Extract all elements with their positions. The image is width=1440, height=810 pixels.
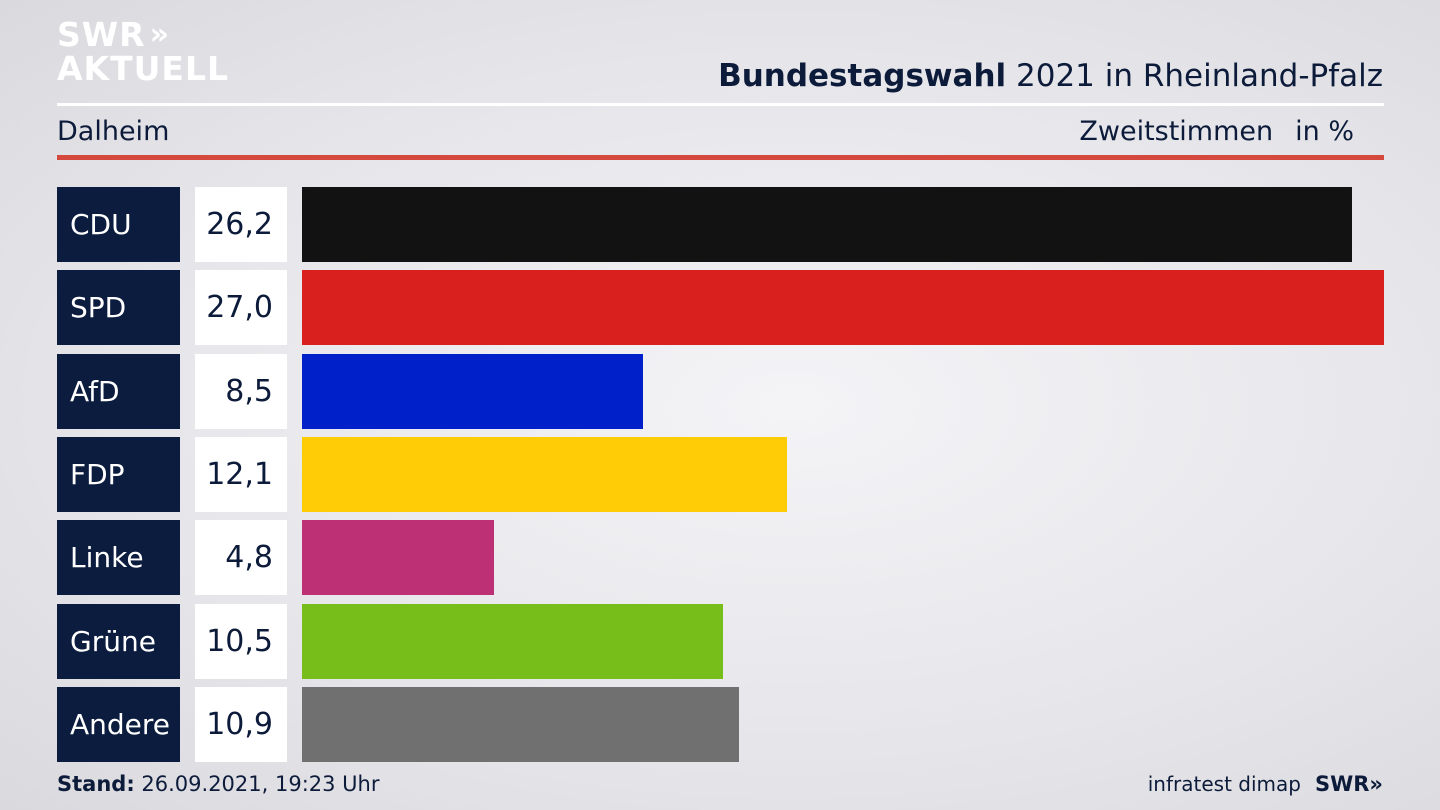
value-label: 4,8 [225,540,273,575]
measure-label: Zweitstimmen [1079,116,1274,147]
bar-andere [302,687,739,762]
timestamp-label: Stand: [57,772,135,796]
swr-chevron-icon: » [1369,772,1383,796]
party-label: AfD [70,375,120,408]
measure-unit-label: Zweitstimmen in % [1079,116,1354,147]
party-label-box: Andere [57,687,180,762]
bar-fdp [302,437,787,512]
location-label: Dalheim [57,116,170,147]
value-label-box: 12,1 [195,437,287,512]
logo-text-swr: SWR [57,15,146,54]
party-label: Linke [70,541,144,574]
value-label: 27,0 [206,290,273,325]
party-label-box: FDP [57,437,180,512]
source-label: infratest dimap [1147,772,1301,796]
value-label-box: 26,2 [195,187,287,262]
bar-cdu [302,187,1352,262]
header-divider [57,103,1384,106]
unit-label: in % [1295,116,1354,147]
party-label-box: AfD [57,354,180,429]
party-label-box: CDU [57,187,180,262]
swr-aktuell-logo: SWR» AKTUELL [57,18,229,86]
value-label: 26,2 [206,207,273,242]
logo-text-aktuell: AKTUELL [57,49,230,88]
swr-footer-logo: SWR» [1315,772,1383,796]
bar-gr-ne [302,604,723,679]
party-label: Grüne [70,625,156,658]
bar-spd [302,270,1384,345]
value-label-box: 10,9 [195,687,287,762]
swr-footer-text: SWR [1314,772,1370,796]
value-label: 10,5 [206,624,273,659]
bar-linke [302,520,494,595]
value-label-box: 27,0 [195,270,287,345]
chart-title-bold: Bundestagswahl [718,58,1007,94]
party-label: SPD [70,291,127,324]
value-label-box: 8,5 [195,354,287,429]
party-label-box: SPD [57,270,180,345]
value-label-box: 10,5 [195,604,287,679]
value-label: 12,1 [206,457,273,492]
bar-afd [302,354,643,429]
value-label: 10,9 [206,707,273,742]
source-credit: infratest dimap SWR» [1148,772,1383,796]
party-label-box: Grüne [57,604,180,679]
timestamp-value: 26.09.2021, 19:23 Uhr [134,772,380,796]
red-divider [57,155,1384,160]
chart-title: Bundestagswahl 2021 in Rheinland-Pfalz [718,58,1383,94]
party-label-box: Linke [57,520,180,595]
chart-title-rest: 2021 in Rheinland-Pfalz [1006,58,1383,94]
party-label: FDP [70,458,125,491]
value-label: 8,5 [225,374,273,409]
party-label: CDU [70,208,132,241]
party-label: Andere [70,708,171,741]
value-label-box: 4,8 [195,520,287,595]
timestamp: Stand: 26.09.2021, 19:23 Uhr [57,772,380,796]
